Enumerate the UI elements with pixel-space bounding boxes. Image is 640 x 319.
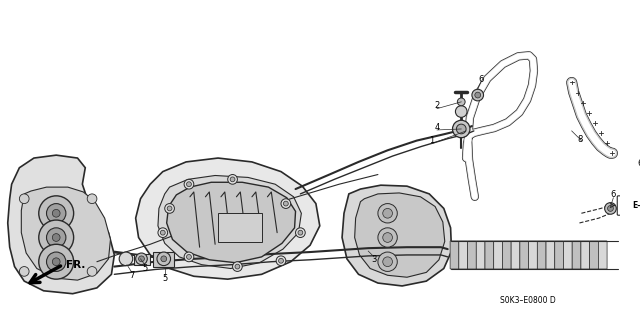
Circle shape — [383, 233, 392, 242]
Circle shape — [136, 253, 147, 265]
Circle shape — [161, 256, 166, 262]
Text: 4: 4 — [435, 122, 440, 131]
Circle shape — [383, 208, 392, 218]
FancyBboxPatch shape — [502, 241, 511, 269]
Circle shape — [47, 204, 66, 223]
FancyBboxPatch shape — [485, 241, 493, 269]
FancyBboxPatch shape — [572, 241, 581, 269]
Polygon shape — [8, 155, 115, 294]
Text: 7: 7 — [129, 271, 134, 280]
Circle shape — [47, 228, 66, 247]
FancyBboxPatch shape — [581, 241, 589, 269]
Circle shape — [47, 252, 66, 271]
Polygon shape — [218, 213, 262, 242]
Circle shape — [52, 234, 60, 241]
Circle shape — [52, 258, 60, 266]
Circle shape — [296, 228, 305, 238]
Circle shape — [119, 252, 132, 266]
Text: 2: 2 — [435, 101, 440, 110]
Text: 6: 6 — [611, 190, 616, 199]
Circle shape — [186, 182, 191, 187]
Circle shape — [19, 194, 29, 204]
Text: 3: 3 — [371, 255, 377, 264]
Circle shape — [39, 244, 74, 279]
FancyBboxPatch shape — [529, 241, 538, 269]
Circle shape — [232, 262, 243, 271]
Circle shape — [161, 230, 165, 235]
FancyBboxPatch shape — [450, 241, 459, 269]
Circle shape — [39, 196, 74, 231]
Text: 8: 8 — [578, 135, 583, 144]
FancyBboxPatch shape — [476, 241, 485, 269]
Circle shape — [605, 203, 616, 214]
FancyBboxPatch shape — [459, 241, 468, 269]
Text: S0K3–E0800 D: S0K3–E0800 D — [500, 296, 556, 305]
Circle shape — [378, 228, 397, 247]
Circle shape — [281, 199, 291, 208]
Text: 6: 6 — [478, 75, 483, 84]
Circle shape — [276, 256, 286, 266]
Circle shape — [635, 176, 640, 182]
Polygon shape — [158, 175, 301, 269]
FancyBboxPatch shape — [493, 241, 502, 269]
FancyBboxPatch shape — [511, 241, 520, 269]
Polygon shape — [21, 187, 111, 280]
Text: 5: 5 — [143, 264, 148, 273]
Circle shape — [186, 255, 191, 259]
Circle shape — [452, 120, 470, 138]
FancyBboxPatch shape — [563, 241, 572, 269]
Circle shape — [184, 179, 194, 189]
FancyBboxPatch shape — [598, 241, 607, 269]
Circle shape — [19, 267, 29, 276]
Circle shape — [278, 258, 284, 263]
Circle shape — [39, 220, 74, 255]
Polygon shape — [134, 254, 150, 265]
Circle shape — [456, 124, 466, 134]
FancyBboxPatch shape — [555, 241, 563, 269]
Circle shape — [87, 267, 97, 276]
Text: E-3: E-3 — [632, 201, 640, 210]
Circle shape — [164, 204, 175, 213]
Circle shape — [456, 106, 467, 117]
FancyBboxPatch shape — [538, 241, 546, 269]
FancyBboxPatch shape — [617, 196, 640, 215]
Circle shape — [298, 230, 303, 235]
Circle shape — [632, 174, 640, 185]
Circle shape — [167, 206, 172, 211]
Text: FR.: FR. — [66, 260, 85, 270]
Polygon shape — [342, 185, 452, 286]
Text: 5: 5 — [162, 274, 167, 283]
Circle shape — [228, 174, 237, 184]
Circle shape — [52, 209, 60, 217]
Circle shape — [158, 228, 168, 238]
Text: 1: 1 — [429, 136, 435, 145]
Circle shape — [378, 252, 397, 271]
Circle shape — [230, 177, 235, 182]
Polygon shape — [136, 158, 320, 279]
Circle shape — [139, 256, 145, 262]
Polygon shape — [355, 193, 445, 277]
Circle shape — [458, 98, 465, 106]
FancyBboxPatch shape — [468, 241, 476, 269]
Polygon shape — [166, 182, 296, 263]
Circle shape — [235, 264, 240, 269]
Circle shape — [184, 252, 194, 262]
Circle shape — [284, 201, 288, 206]
Circle shape — [475, 92, 481, 98]
Circle shape — [87, 194, 97, 204]
Circle shape — [383, 257, 392, 267]
Circle shape — [378, 204, 397, 223]
FancyBboxPatch shape — [520, 241, 529, 269]
Circle shape — [157, 252, 170, 266]
FancyBboxPatch shape — [589, 241, 598, 269]
Polygon shape — [153, 252, 175, 267]
Circle shape — [472, 89, 484, 101]
Circle shape — [607, 205, 613, 211]
Text: 6: 6 — [638, 160, 640, 168]
FancyBboxPatch shape — [546, 241, 555, 269]
